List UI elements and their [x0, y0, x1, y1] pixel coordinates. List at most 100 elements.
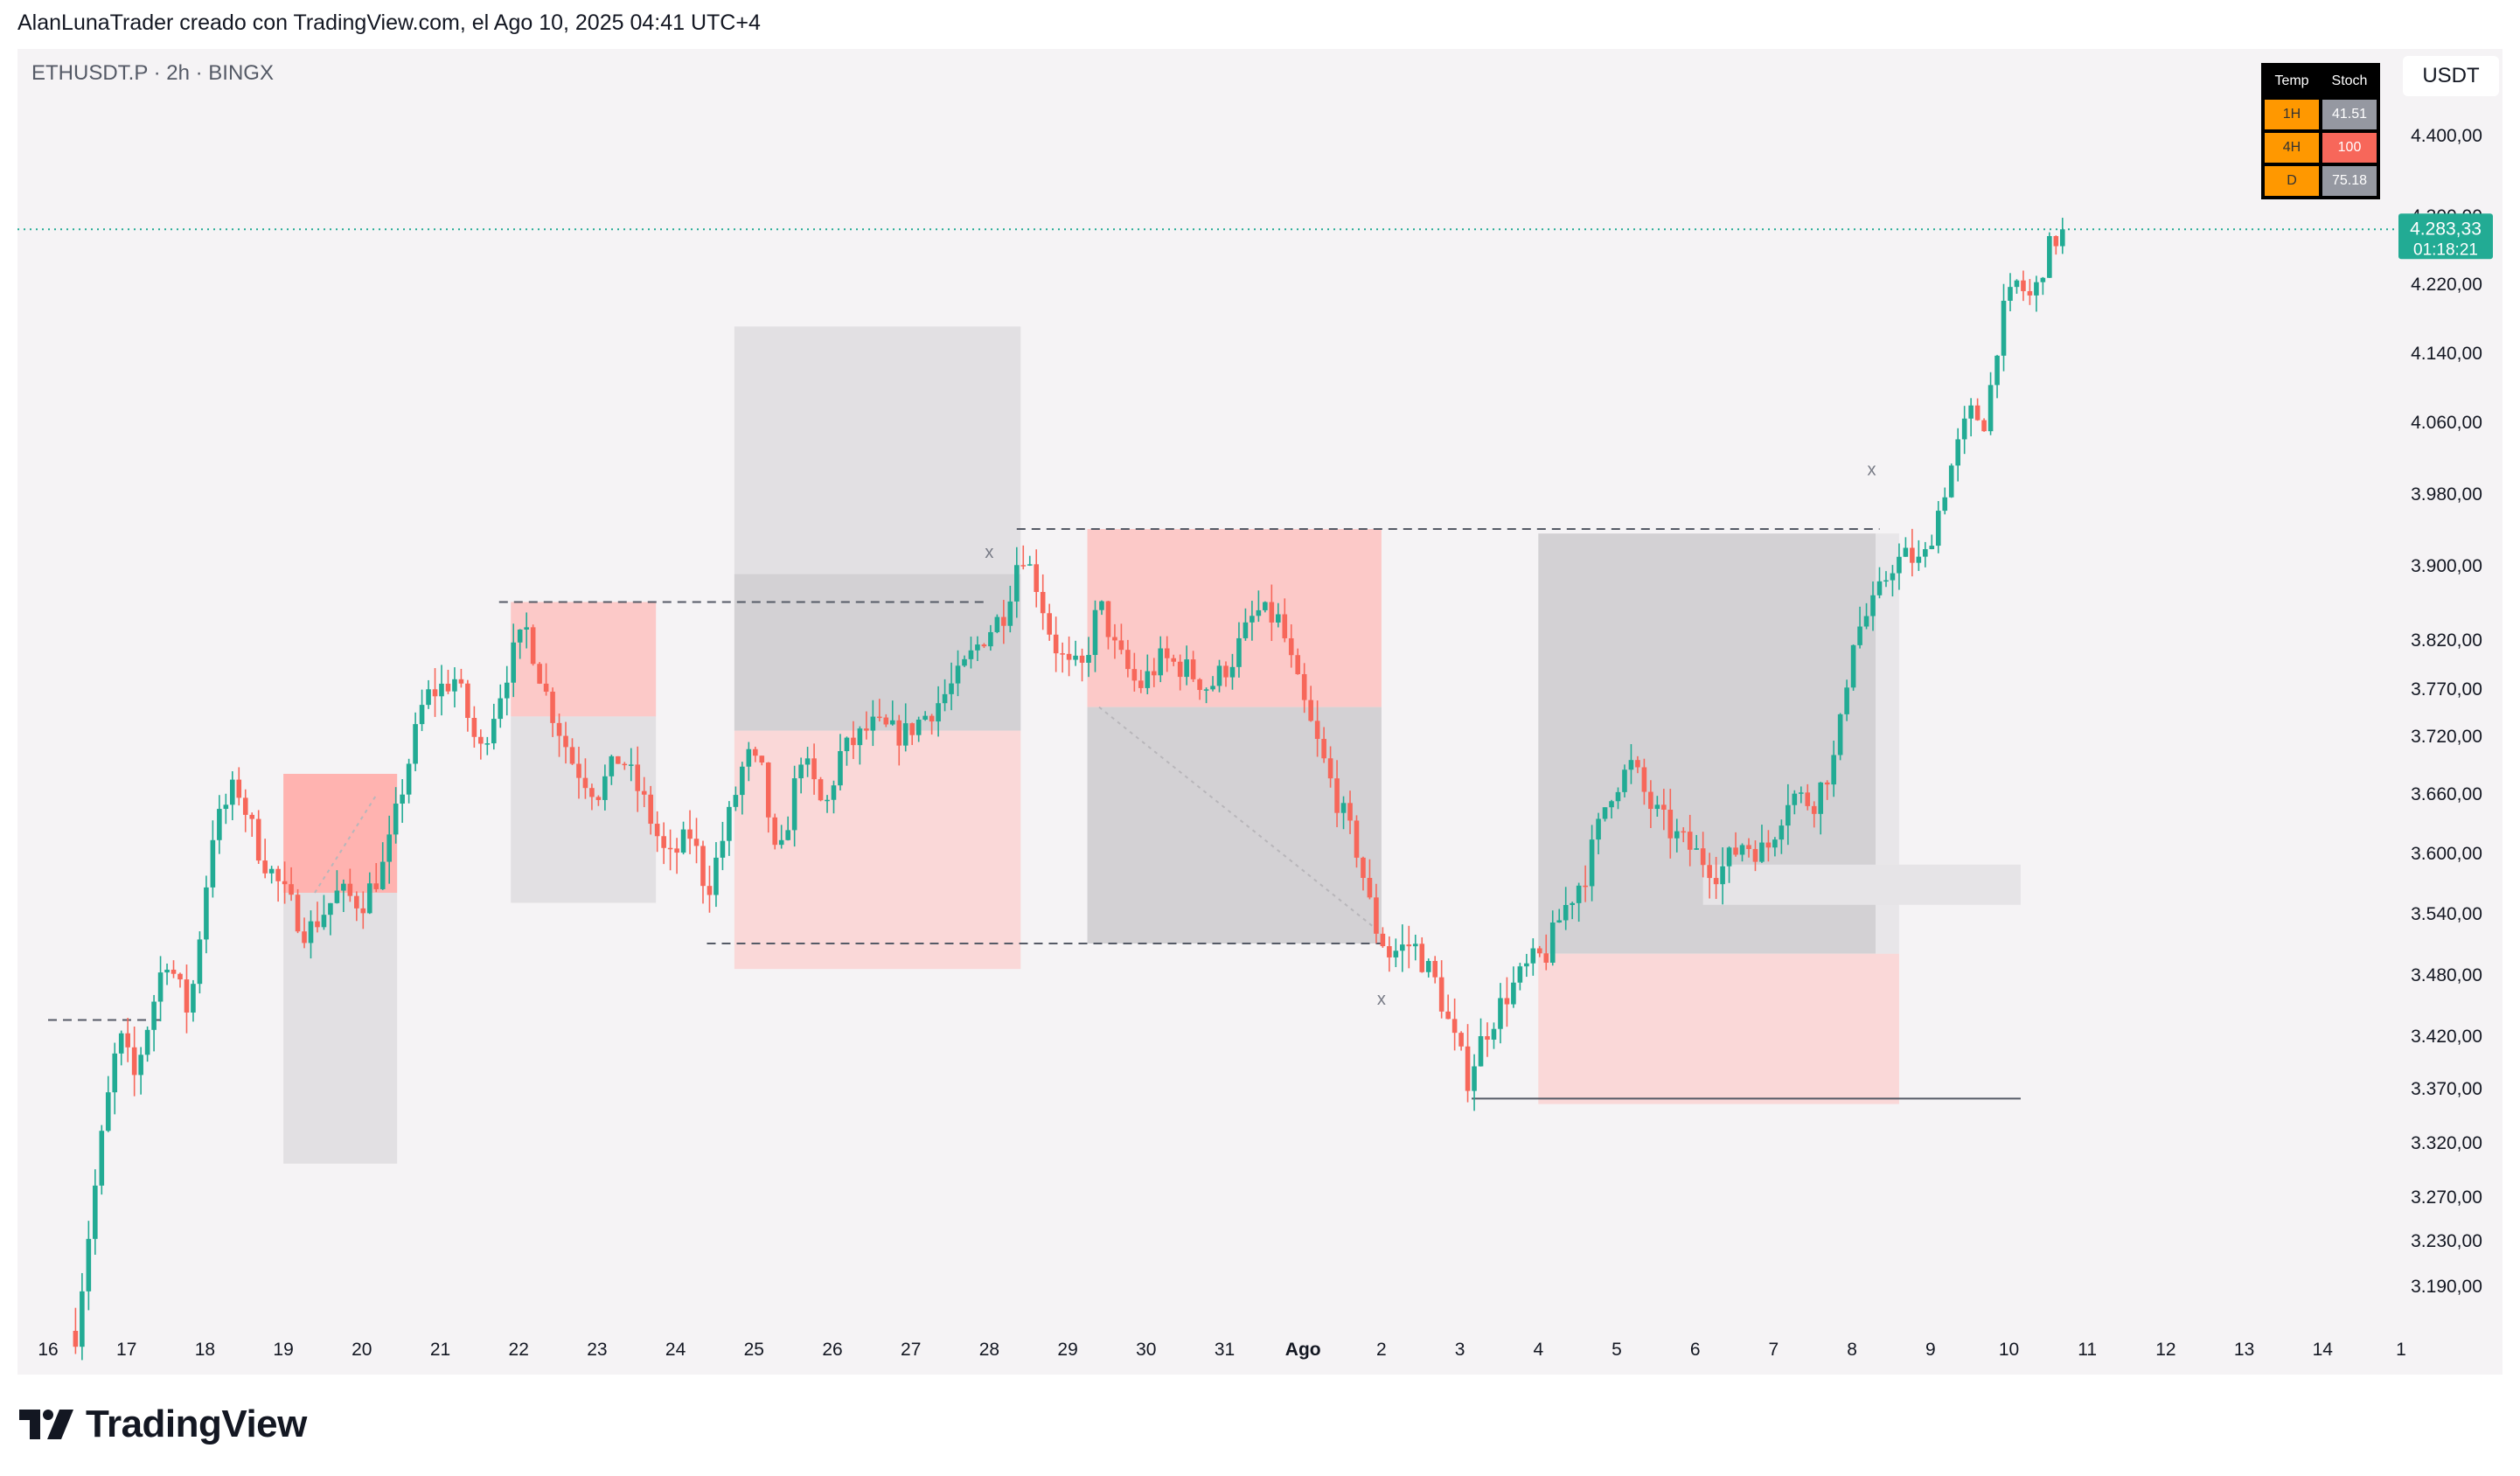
candle-200[interactable] — [1380, 927, 1386, 948]
candle-288[interactable] — [1955, 428, 1960, 482]
candle-128[interactable] — [909, 722, 915, 746]
candle-173[interactable] — [1203, 687, 1209, 704]
candle-29[interactable] — [262, 839, 268, 879]
candle-167[interactable] — [1164, 636, 1170, 672]
candle-252[interactable] — [1720, 847, 1725, 905]
candle-46[interactable] — [373, 863, 379, 893]
candle-54[interactable] — [426, 679, 431, 709]
candle-57[interactable] — [445, 670, 451, 694]
candle-286[interactable] — [1942, 487, 1948, 515]
candle-274[interactable] — [1863, 602, 1869, 630]
candle-101[interactable] — [733, 786, 739, 811]
candle-43[interactable] — [354, 891, 359, 922]
candle-253[interactable] — [1726, 846, 1732, 883]
candle-32[interactable] — [282, 861, 288, 904]
candle-70[interactable] — [530, 624, 536, 666]
candle-232[interactable] — [1589, 825, 1595, 902]
candle-277[interactable] — [1883, 571, 1889, 588]
candle-99[interactable] — [720, 821, 726, 871]
candle-279[interactable] — [1897, 543, 1902, 590]
candle-189[interactable] — [1308, 686, 1313, 722]
candle-52[interactable] — [413, 712, 418, 771]
candle-293[interactable] — [1987, 372, 1994, 435]
candle-21[interactable] — [210, 820, 216, 898]
candle-165[interactable] — [1151, 658, 1157, 687]
candle-304[interactable] — [2059, 218, 2065, 254]
candle-221[interactable] — [1517, 963, 1523, 991]
candle-136[interactable] — [962, 655, 967, 667]
candle-183[interactable] — [1269, 584, 1275, 642]
candle-239[interactable] — [1635, 755, 1640, 774]
candle-34[interactable] — [295, 888, 301, 934]
candle-291[interactable] — [1974, 398, 1980, 421]
candle-178[interactable] — [1236, 622, 1242, 678]
candle-186[interactable] — [1288, 624, 1294, 668]
candle-273[interactable] — [1857, 606, 1862, 649]
candle-160[interactable] — [1118, 623, 1124, 655]
candle-302[interactable] — [2047, 232, 2052, 278]
candle-242[interactable] — [1654, 796, 1660, 818]
candle-261[interactable] — [1779, 819, 1785, 854]
candle-180[interactable] — [1250, 601, 1255, 641]
candle-249[interactable] — [1700, 832, 1706, 878]
candle-74[interactable] — [556, 714, 562, 757]
candle-119[interactable] — [851, 721, 856, 760]
candle-76[interactable] — [569, 738, 575, 765]
candle-2[interactable] — [86, 1221, 92, 1311]
candle-37[interactable] — [315, 902, 320, 933]
candle-135[interactable] — [955, 650, 961, 697]
candle-222[interactable] — [1524, 953, 1529, 978]
candle-244[interactable] — [1667, 789, 1674, 859]
candle-6[interactable] — [112, 1042, 118, 1115]
candle-215[interactable] — [1478, 1018, 1484, 1067]
candle-231[interactable] — [1583, 865, 1588, 902]
candle-187[interactable] — [1295, 648, 1301, 675]
candle-300[interactable] — [2034, 275, 2039, 312]
candle-75[interactable] — [563, 721, 568, 764]
candle-275[interactable] — [1870, 581, 1876, 631]
zone-box-3[interactable] — [511, 716, 657, 903]
candle-67[interactable] — [511, 623, 517, 698]
candle-246[interactable] — [1681, 827, 1687, 843]
candle-51[interactable] — [406, 758, 412, 804]
candle-208[interactable] — [1432, 956, 1438, 984]
candle-98[interactable] — [714, 842, 719, 908]
candle-184[interactable] — [1275, 602, 1281, 628]
candle-181[interactable] — [1256, 590, 1262, 623]
candle-247[interactable] — [1687, 814, 1693, 867]
candle-55[interactable] — [432, 668, 438, 717]
candle-0[interactable] — [73, 1307, 79, 1354]
candle-243[interactable] — [1661, 789, 1667, 831]
candle-162[interactable] — [1131, 652, 1138, 692]
candle-190[interactable] — [1314, 700, 1320, 757]
candle-207[interactable] — [1425, 958, 1431, 978]
candle-240[interactable] — [1641, 758, 1647, 805]
candle-71[interactable] — [537, 662, 542, 685]
candle-63[interactable] — [484, 736, 491, 755]
candle-141[interactable] — [994, 614, 1000, 634]
candle-197[interactable] — [1361, 856, 1366, 891]
zone-box-10[interactable] — [1538, 953, 1899, 1104]
candle-278[interactable] — [1890, 565, 1896, 597]
candle-30[interactable] — [268, 866, 275, 884]
candle-68[interactable] — [517, 629, 523, 659]
candle-130[interactable] — [922, 711, 928, 721]
candle-62[interactable] — [478, 729, 484, 760]
candle-77[interactable] — [576, 746, 581, 799]
candle-229[interactable] — [1570, 902, 1575, 920]
candle-233[interactable] — [1596, 812, 1601, 854]
candle-82[interactable] — [609, 755, 615, 785]
candle-271[interactable] — [1844, 679, 1849, 721]
candle-265[interactable] — [1805, 783, 1811, 811]
candle-192[interactable] — [1327, 746, 1333, 788]
candle-19[interactable] — [197, 931, 203, 994]
candle-132[interactable] — [936, 686, 941, 737]
candle-235[interactable] — [1609, 799, 1614, 819]
candle-90[interactable] — [661, 822, 666, 865]
candle-129[interactable] — [915, 716, 922, 742]
candle-53[interactable] — [419, 689, 425, 732]
candle-45[interactable] — [366, 872, 372, 915]
candle-264[interactable] — [1798, 786, 1804, 804]
candle-153[interactable] — [1073, 640, 1078, 666]
candle-254[interactable] — [1733, 832, 1738, 857]
